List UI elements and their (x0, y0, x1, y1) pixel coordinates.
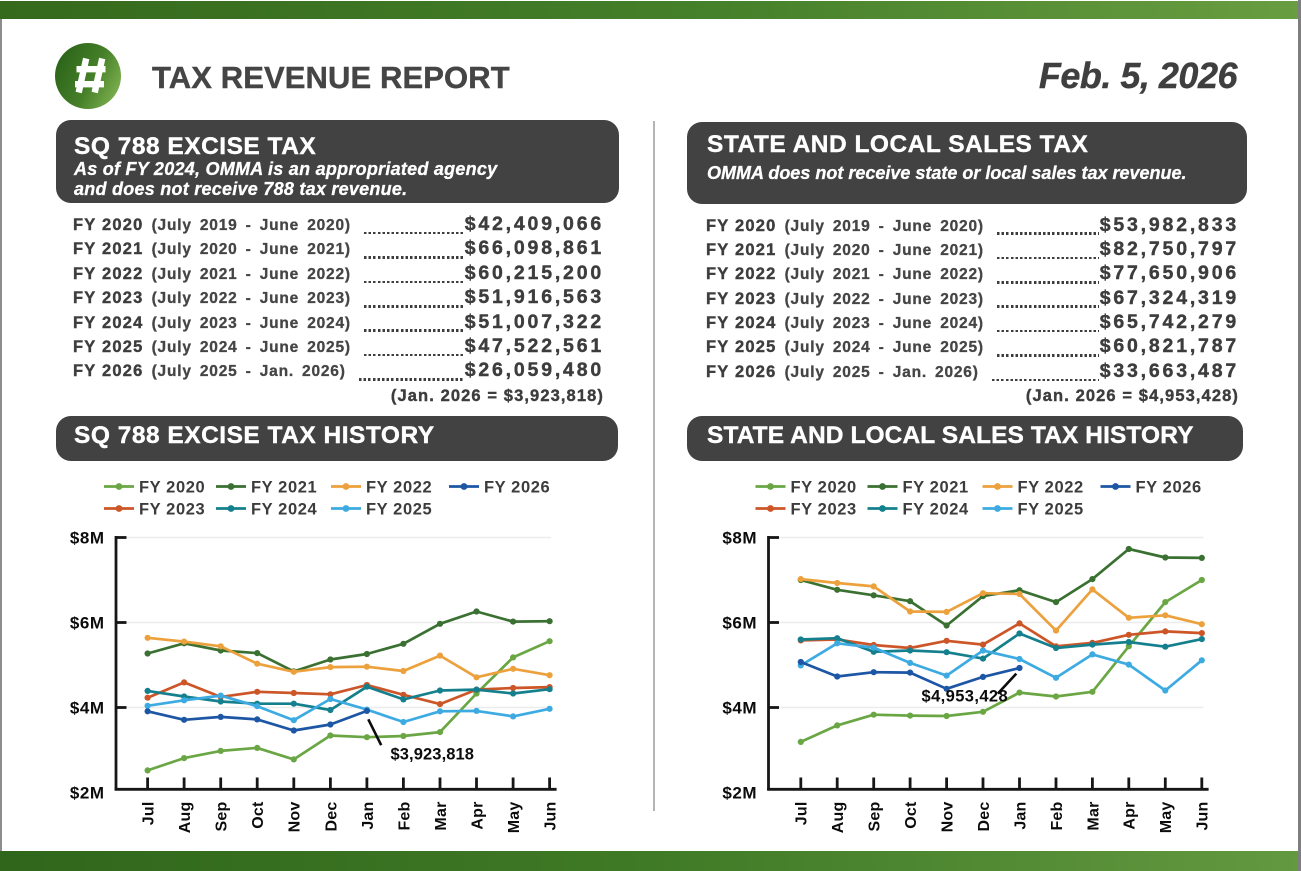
svg-text:FY 2022: FY 2022 (366, 479, 432, 497)
svg-text:FY 2026: FY 2026 (484, 479, 550, 497)
svg-text:Jun: Jun (543, 802, 560, 831)
svg-text:Sep: Sep (867, 801, 884, 831)
svg-text:Apr: Apr (1122, 802, 1139, 830)
svg-text:Dec: Dec (323, 802, 340, 832)
svg-text:FY 2022: FY 2022 (1018, 479, 1084, 497)
svg-text:Jan: Jan (1012, 802, 1029, 830)
svg-text:$3,923,818: $3,923,818 (391, 746, 475, 764)
svg-text:FY 2025: FY 2025 (366, 501, 432, 519)
svg-text:Jan: Jan (360, 802, 377, 830)
svg-text:$6M: $6M (722, 613, 757, 632)
svg-text:Feb: Feb (396, 801, 413, 830)
svg-text:Oct: Oct (903, 801, 920, 829)
svg-text:$4M: $4M (70, 698, 105, 717)
svg-text:FY 2020: FY 2020 (791, 479, 857, 497)
svg-text:FY 2021: FY 2021 (251, 479, 317, 497)
svg-text:May: May (506, 802, 523, 834)
svg-text:$4,953,428: $4,953,428 (922, 688, 1009, 706)
svg-text:FY 2023: FY 2023 (791, 501, 857, 519)
svg-text:Jul: Jul (141, 802, 158, 826)
svg-text:Dec: Dec (976, 802, 993, 832)
svg-text:May: May (1158, 802, 1175, 834)
svg-text:FY 2021: FY 2021 (903, 479, 969, 497)
svg-text:FY 2023: FY 2023 (139, 501, 205, 519)
svg-text:Sep: Sep (214, 801, 231, 831)
svg-text:Mar: Mar (1085, 802, 1102, 831)
svg-text:Apr: Apr (469, 802, 486, 830)
svg-text:Feb: Feb (1049, 801, 1066, 830)
svg-text:Nov: Nov (287, 802, 304, 833)
svg-text:$4M: $4M (722, 698, 757, 717)
svg-text:Jul: Jul (794, 802, 811, 826)
svg-text:$2M: $2M (722, 783, 757, 802)
svg-text:FY 2026: FY 2026 (1136, 479, 1202, 497)
svg-text:FY 2024: FY 2024 (903, 501, 969, 519)
svg-text:$2M: $2M (70, 783, 105, 802)
svg-text:Jun: Jun (1195, 802, 1212, 831)
svg-text:Aug: Aug (177, 802, 194, 834)
svg-text:Aug: Aug (830, 802, 847, 834)
svg-text:FY 2025: FY 2025 (1018, 501, 1084, 519)
svg-text:Mar: Mar (433, 802, 450, 831)
svg-text:Nov: Nov (940, 802, 957, 833)
svg-text:$8M: $8M (722, 528, 757, 547)
svg-text:$6M: $6M (70, 613, 105, 632)
svg-text:$8M: $8M (70, 528, 105, 547)
svg-text:FY 2020: FY 2020 (139, 479, 205, 497)
svg-text:FY 2024: FY 2024 (251, 501, 317, 519)
svg-text:Oct: Oct (250, 801, 267, 829)
